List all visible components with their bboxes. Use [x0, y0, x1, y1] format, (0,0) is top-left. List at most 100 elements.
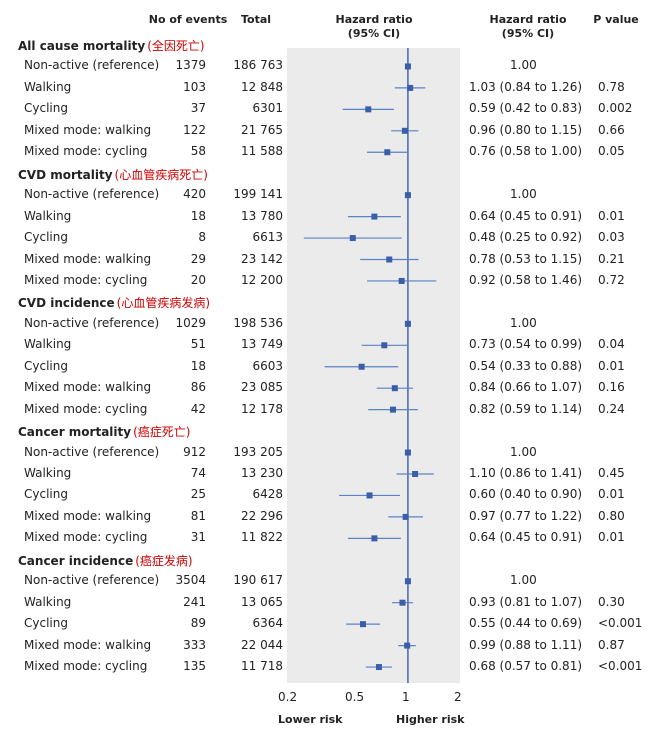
row-hazard-ratio: 0.73 (0.54 to 0.99): [469, 337, 583, 352]
section-title-cn: (全因死亡): [147, 39, 205, 53]
row-label: Non-active (reference): [24, 187, 160, 202]
row-events: 1379: [175, 58, 206, 73]
row-label: Mixed mode: cycling: [24, 144, 148, 159]
row-hazard-ratio: 0.64 (0.45 to 0.91): [469, 208, 583, 223]
row-hazard-ratio: 0.92 (0.58 to 1.46): [469, 272, 583, 287]
point-estimate: [404, 449, 411, 456]
row-events: 42: [190, 401, 206, 416]
row-total: 23 085: [241, 380, 283, 395]
row-hazard-ratio: 1.00: [510, 444, 537, 459]
row-hazard-ratio: 0.84 (0.66 to 1.07): [469, 380, 583, 395]
row-p-value: 0.01: [598, 487, 625, 502]
row-events: 333: [183, 637, 206, 652]
point-estimate: [404, 192, 411, 199]
row-p-value: 0.72: [598, 272, 625, 287]
row-hazard-ratio: 0.60 (0.40 to 0.90): [469, 487, 583, 502]
point-estimate: [401, 127, 408, 134]
point-estimate: [399, 599, 406, 606]
row-label: Mixed mode: walking: [24, 251, 152, 266]
point-estimate: [358, 363, 365, 370]
header-hazard-ratio-text: Hazard ratio (95% CI): [489, 13, 567, 40]
row-p-value: 0.30: [598, 594, 625, 609]
row-p-value: 0.45: [598, 466, 625, 480]
point-estimate: [360, 621, 367, 628]
row-p-value: 0.87: [598, 637, 625, 652]
row-total: 21 765: [241, 122, 283, 137]
row-label: Non-active (reference): [24, 444, 160, 459]
point-estimate: [366, 492, 373, 499]
point-estimate: [381, 342, 388, 349]
row-events: 37: [190, 101, 206, 116]
row-label: Mixed mode: walking: [24, 380, 152, 395]
row-total: 11 588: [241, 144, 283, 159]
x-tick-label: 2: [454, 690, 462, 704]
point-estimate: [404, 63, 411, 70]
row-hazard-ratio: 0.59 (0.42 to 0.83): [469, 101, 583, 116]
row-label: Mixed mode: cycling: [24, 530, 148, 545]
row-events: 1029: [175, 315, 206, 330]
row-hazard-ratio: 0.64 (0.45 to 0.91): [469, 530, 583, 545]
row-label: Mixed mode: walking: [24, 122, 152, 137]
point-estimate: [402, 513, 409, 520]
x-label-lower-risk: Lower risk: [278, 713, 343, 726]
row-label: Walking: [24, 594, 72, 609]
row-hazard-ratio: 0.54 (0.33 to 0.88): [469, 358, 583, 373]
row-events: 241: [183, 594, 206, 609]
row-total: 198 536: [233, 315, 283, 330]
row-total: 23 142: [241, 251, 283, 266]
row-label: Mixed mode: cycling: [24, 659, 148, 674]
header-total: Total: [240, 13, 272, 26]
row-total: 12 200: [241, 272, 283, 287]
row-label: Cycling: [24, 101, 68, 116]
row-p-value: 0.80: [598, 508, 625, 523]
point-estimate: [371, 213, 378, 220]
point-estimate: [349, 235, 356, 242]
point-estimate: [391, 385, 398, 392]
row-label: Mixed mode: cycling: [24, 272, 148, 287]
row-p-value: 0.78: [598, 79, 625, 94]
point-estimate: [365, 106, 372, 113]
row-events: 122: [183, 122, 206, 137]
x-tick-label: 0.5: [345, 690, 365, 704]
section-title-en: Cancer incidence: [18, 553, 134, 568]
row-label: Cycling: [24, 358, 68, 373]
row-events: 31: [190, 530, 206, 545]
row-events: 135: [183, 659, 206, 674]
row-label: Mixed mode: walking: [24, 508, 152, 523]
point-estimate: [412, 471, 419, 477]
row-p-value: 0.05: [598, 144, 625, 159]
row-events: 58: [190, 144, 206, 159]
row-hazard-ratio: 1.00: [510, 573, 537, 588]
row-total: 22 044: [241, 637, 283, 652]
section-title-cn: (癌症死亡): [133, 425, 191, 440]
row-total: 190 617: [233, 573, 283, 588]
row-total: 13 780: [241, 208, 283, 223]
section-title: Cancer incidence (癌症发病): [18, 552, 193, 569]
row-total: 6613: [252, 230, 283, 245]
point-estimate: [404, 578, 411, 585]
row-label: Non-active (reference): [24, 573, 160, 588]
row-events: 29: [190, 251, 206, 266]
point-estimate: [375, 664, 382, 671]
row-total: 13 749: [241, 337, 283, 352]
row-total: 13 230: [241, 466, 283, 480]
row-hazard-ratio: 0.76 (0.58 to 1.00): [469, 144, 583, 159]
section-title: Cancer mortality (癌症死亡): [18, 423, 190, 440]
row-hazard-ratio: 1.00: [510, 187, 537, 202]
row-events: 25: [190, 487, 206, 502]
point-estimate: [384, 149, 391, 156]
row-hazard-ratio: 0.48 (0.25 to 0.92): [469, 230, 583, 245]
row-events: 3504: [175, 573, 206, 588]
row-label: Walking: [24, 337, 72, 352]
row-total: 186 763: [233, 58, 283, 73]
row-events: 74: [190, 466, 206, 480]
row-p-value: 0.16: [598, 380, 625, 395]
header-events: No of events: [148, 13, 228, 26]
row-total: 6603: [252, 358, 283, 373]
row-total: 12 848: [241, 79, 283, 94]
row-hazard-ratio: 0.78 (0.53 to 1.15): [469, 251, 583, 266]
row-p-value: 0.24: [598, 401, 625, 416]
row-p-value: <0.001: [598, 659, 643, 674]
row-hazard-ratio: 0.96 (0.80 to 1.15): [469, 122, 583, 137]
row-events: 18: [190, 208, 206, 223]
